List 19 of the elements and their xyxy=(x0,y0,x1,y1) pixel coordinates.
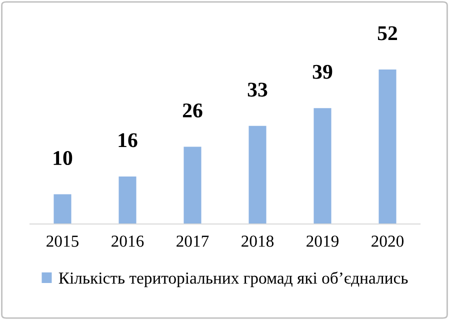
x-tick-label: 2015 xyxy=(46,236,79,247)
x-tick-label: 2016 xyxy=(112,236,144,247)
x-tick-label: 2020 xyxy=(372,236,404,247)
bar xyxy=(378,69,396,224)
data-label: 26 xyxy=(182,103,202,118)
bar xyxy=(184,146,202,224)
x-tick-label: 2019 xyxy=(306,236,338,247)
legend-label: Кількість територіальних громад які об’єднались xyxy=(58,272,408,288)
bar xyxy=(314,108,332,224)
x-tick-label: 2018 xyxy=(242,236,274,247)
data-label: 10 xyxy=(54,150,72,166)
data-label: 39 xyxy=(312,64,332,79)
data-label: 16 xyxy=(118,133,138,148)
x-tick-label: 2017 xyxy=(176,236,209,247)
bar xyxy=(248,126,266,224)
bar xyxy=(54,194,72,224)
data-label: 52 xyxy=(378,26,398,40)
bar xyxy=(118,176,136,224)
data-label: 33 xyxy=(248,82,268,97)
